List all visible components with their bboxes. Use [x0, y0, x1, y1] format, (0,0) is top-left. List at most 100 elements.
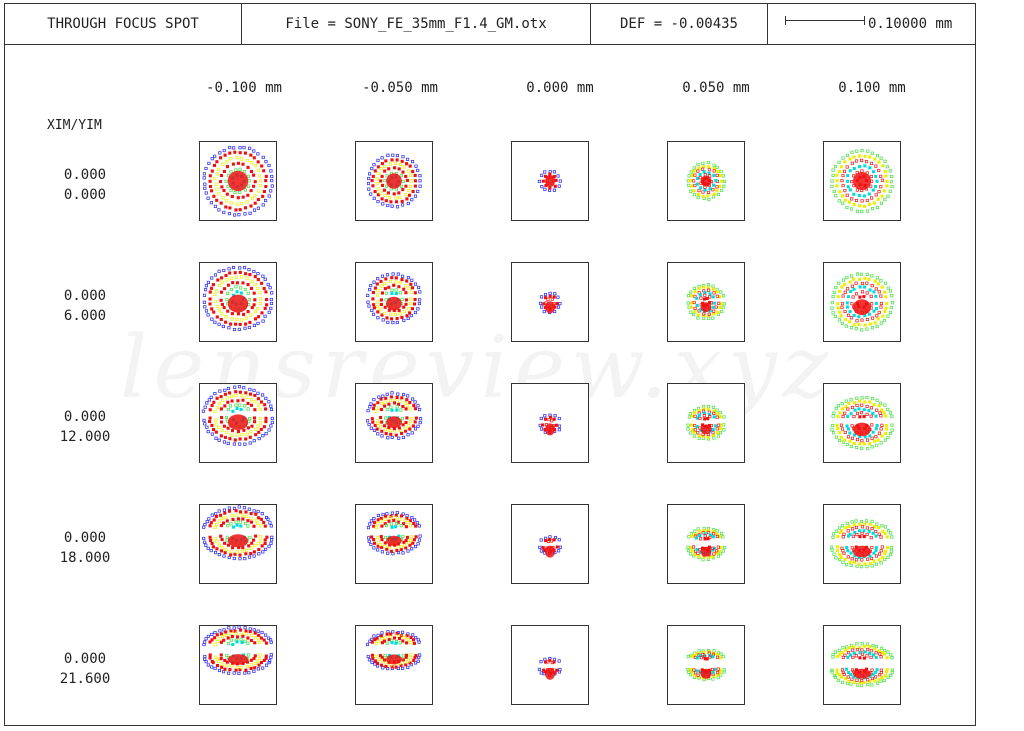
spot-ray-point — [395, 521, 399, 525]
spot-ray-point — [879, 279, 883, 283]
spot-ray-point — [248, 535, 252, 540]
spot-core — [545, 175, 555, 187]
spot-ray-point — [220, 537, 224, 542]
spot-ray-point — [708, 295, 712, 299]
spot-ray-point — [400, 184, 404, 188]
spot-ray-point — [248, 417, 252, 421]
spot-ray-point — [258, 417, 262, 421]
spot-ray-point — [865, 291, 869, 295]
spot-ray-point — [716, 652, 720, 656]
spot-core — [700, 546, 712, 557]
spot-ray-point — [388, 279, 393, 284]
spot-ray-point — [229, 549, 233, 553]
spot-core — [386, 296, 402, 311]
spot-ray-point — [831, 655, 835, 659]
spot-ray-point — [208, 297, 212, 301]
spot-ray-point — [229, 638, 233, 642]
spot-ray-point — [213, 630, 217, 635]
spot-ray-point — [858, 415, 862, 419]
spot-ray-point — [220, 665, 224, 669]
spot-ray-point — [723, 179, 727, 183]
spot-diagram — [511, 141, 589, 221]
spot-ray-point — [264, 160, 268, 164]
spot-ray-point — [830, 184, 834, 188]
spot-ray-point — [225, 396, 229, 400]
spot-ray-point — [260, 281, 264, 285]
spot-ray-point — [219, 407, 223, 411]
spot-ray-point — [872, 170, 876, 174]
spot-ray-point — [852, 277, 856, 281]
spot-ray-point — [264, 174, 268, 178]
spot-ray-point — [867, 409, 871, 413]
spot-ray-point — [399, 547, 403, 551]
spot-ray-point — [868, 322, 872, 326]
spot-ray-point — [219, 298, 223, 302]
spot-ray-point — [884, 414, 888, 418]
spot-ray-point — [372, 398, 376, 402]
spot-ray-point — [844, 317, 848, 321]
spot-ray-point — [366, 182, 371, 186]
spot-ray-point — [708, 292, 712, 296]
spot-ray-point — [863, 522, 867, 526]
spot-ray-point — [252, 173, 256, 177]
spot-ray-point — [261, 319, 265, 323]
spot-ray-point — [718, 431, 722, 435]
spot-ray-point — [540, 305, 544, 309]
spot-ray-point — [229, 322, 233, 326]
spot-ray-point — [376, 513, 380, 518]
spot-ray-point — [699, 537, 703, 541]
spot-ray-point — [379, 415, 383, 420]
spot-ray-point — [854, 327, 858, 331]
spot-ray-point — [715, 165, 719, 169]
spot-ray-point — [413, 282, 418, 286]
spot-ray-point — [538, 423, 542, 427]
spot-ray-point — [398, 291, 402, 295]
spot-ray-point — [830, 545, 834, 549]
spot-ray-point — [708, 533, 712, 537]
spot-ray-point — [548, 535, 552, 539]
spot-ray-point — [853, 530, 857, 535]
spot-ray-point — [849, 682, 853, 686]
spot-ray-point — [217, 425, 221, 430]
spot-ray-point — [696, 195, 700, 200]
spot-ray-point — [383, 305, 387, 309]
spot-ray-point — [707, 531, 711, 535]
spot-ray-point — [692, 179, 696, 183]
spot-ray-point — [711, 529, 715, 533]
spot-core — [853, 545, 871, 558]
spot-ray-point — [693, 290, 697, 294]
spot-ray-point — [238, 190, 242, 194]
spot-ray-point — [259, 636, 263, 640]
spot-ray-point — [401, 274, 405, 278]
spot-ray-point — [845, 424, 849, 428]
spot-ray-point — [860, 642, 864, 646]
spot-ray-point — [264, 407, 268, 411]
spot-ray-point — [692, 189, 696, 193]
spot-ray-point — [376, 421, 380, 426]
spot-ray-point — [247, 544, 251, 548]
spot-ray-point — [851, 527, 855, 531]
spot-ray-point — [541, 423, 545, 427]
spot-ray-point — [263, 314, 267, 318]
spot-ray-point — [403, 636, 407, 640]
spot-ray-point — [890, 294, 894, 298]
spot-ray-point — [267, 163, 271, 168]
spot-ray-point — [546, 660, 550, 664]
spot-ray-point — [839, 529, 844, 533]
spot-ray-point — [249, 666, 253, 671]
spot-ray-point — [858, 651, 862, 655]
spot-ray-point — [716, 545, 720, 549]
spot-ray-point — [871, 672, 875, 676]
spot-ray-point — [245, 514, 249, 518]
spot-ray-point — [401, 534, 405, 539]
spot-ray-point — [849, 207, 854, 211]
spot-ray-point — [698, 533, 702, 538]
spot-ray-point — [715, 655, 720, 659]
spot-ray-point — [879, 201, 884, 205]
spot-ray-point — [235, 317, 239, 322]
spot-ray-point — [885, 302, 889, 306]
spot-ray-point — [220, 312, 224, 316]
spot-ray-point — [232, 556, 236, 561]
spot-ray-point — [830, 668, 834, 672]
spot-ray-point — [702, 314, 706, 318]
